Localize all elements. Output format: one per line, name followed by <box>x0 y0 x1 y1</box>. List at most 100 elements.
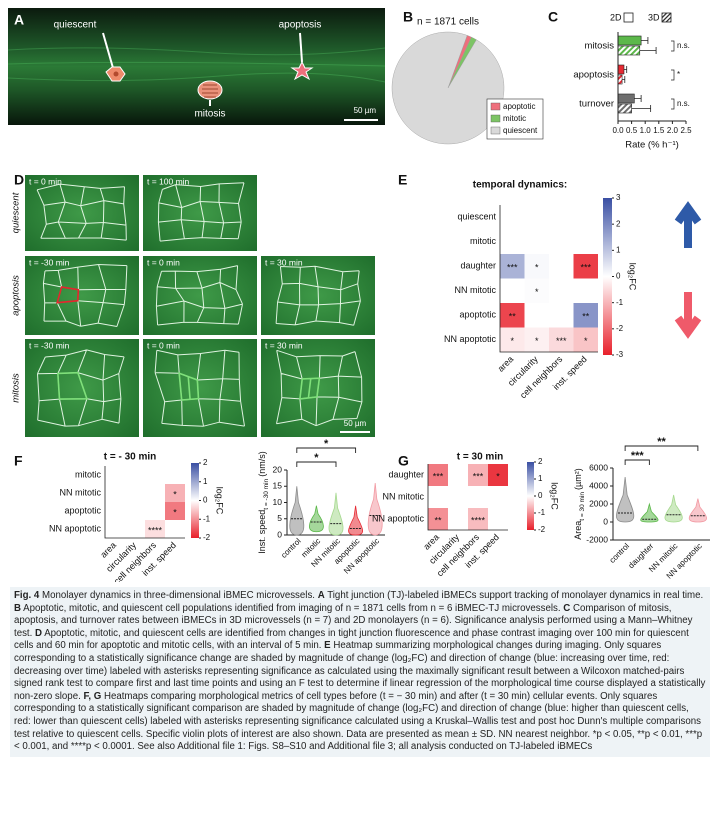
significance-label: ** <box>657 436 666 448</box>
bar <box>617 103 632 114</box>
violin <box>348 505 363 536</box>
x-tick-label: control <box>608 541 632 565</box>
heat-cell <box>145 520 165 538</box>
row-label: NN mitotic <box>382 491 424 501</box>
y-axis-label: Areat = 30 min (µm²) <box>573 468 585 539</box>
violin <box>664 494 683 523</box>
row-label: NN apoptotic <box>372 513 425 523</box>
mitotic-cell-outline <box>299 377 321 400</box>
significance-bracket <box>671 40 675 52</box>
legend-swatch <box>490 114 501 123</box>
bar <box>617 45 641 56</box>
legend-label: apoptotic <box>503 102 535 111</box>
y-axis-label-sub: t = 30 min <box>579 492 586 521</box>
significance-label: * <box>535 263 539 273</box>
error-bar <box>634 95 642 102</box>
heat-cell <box>428 508 448 530</box>
row-label: mitosis <box>11 373 22 403</box>
colorbar-tick-label: 0 <box>616 272 621 281</box>
cell-junctions <box>155 265 243 326</box>
row-label: apoptotic <box>64 505 101 515</box>
pointer-line <box>299 32 303 63</box>
category-label: turnover <box>579 99 614 110</box>
scale-bar-label: 50 µm <box>354 106 377 115</box>
pointer-line <box>102 32 114 69</box>
significance-label: * <box>173 489 177 499</box>
y-axis-label: Inst. speedt = -30 min(nm/s) <box>257 451 269 553</box>
row-label: apoptotic <box>459 310 496 320</box>
significance-label: **** <box>148 525 163 535</box>
violin <box>289 486 305 536</box>
colorbar-label: log₂FC <box>628 263 638 291</box>
row-label: mitotic <box>75 469 102 479</box>
y-axis-label-unit: (nm/s) <box>257 451 267 477</box>
caption-text: Tight junction (TJ)-labeled iBMECs suppo… <box>327 590 704 601</box>
column-label: area <box>496 354 516 374</box>
significance-label: ** <box>582 312 590 322</box>
microscopy-tile <box>143 256 257 335</box>
chart-title: n = 1871 cells <box>417 17 479 28</box>
significance-label: * <box>173 507 177 517</box>
error-bar <box>623 66 628 73</box>
significance-label: *** <box>507 263 518 273</box>
colorbar-tick-label: 0 <box>203 496 208 505</box>
heat-cell <box>549 327 574 352</box>
significance-bracket <box>671 98 675 110</box>
significance-label: n.s. <box>677 99 690 108</box>
significance-label: * <box>677 70 680 79</box>
significance-label: *** <box>631 450 645 462</box>
colorbar-tick-label: -1 <box>203 514 211 523</box>
heatmap-frame <box>427 464 508 531</box>
image-panel-a: 50 µm quiescent apoptosis mitosis <box>7 8 386 125</box>
significance-label: * <box>584 336 588 346</box>
time-label: t = 0 min <box>147 257 180 267</box>
significance-label: * <box>510 336 514 346</box>
caption-text: Comparison of mitosis, apoptosis, and tu… <box>14 602 693 639</box>
significance-bracket <box>296 461 337 467</box>
legend-label: quiescent <box>503 126 538 135</box>
heat-cell <box>524 327 549 352</box>
y-tick-label: 2000 <box>589 498 608 508</box>
caption-text: Apoptotic, mitotic, and quiescent cell p… <box>23 602 561 614</box>
bar <box>617 74 623 85</box>
legend-swatch <box>490 126 501 135</box>
figure-caption: Fig. 4 Monolayer dynamics in three-dimen… <box>10 587 710 757</box>
category-label: apoptosis <box>573 70 614 81</box>
time-label: t = 30 min <box>265 340 303 350</box>
legend-swatch <box>490 102 501 111</box>
heat-cell <box>165 484 185 502</box>
row-label: apoptosis <box>11 275 22 316</box>
error-bar <box>639 47 657 54</box>
bar <box>617 93 635 104</box>
x-tick-label: control <box>279 536 303 560</box>
colorbar-tick-label: 3 <box>616 193 621 202</box>
colorbar-tick-label: 1 <box>203 477 208 486</box>
chart-title: t = 30 min <box>457 452 503 463</box>
legend-swatch <box>661 12 672 23</box>
y-tick-label: 10 <box>273 497 283 507</box>
caption-label: D <box>35 627 43 639</box>
significance-label: n.s. <box>677 41 690 50</box>
colorbar-tick-label: -1 <box>538 508 546 517</box>
significance-label: **** <box>471 515 486 525</box>
cell-label: quiescent <box>54 20 97 31</box>
chart-title: t = - 30 min <box>104 452 157 463</box>
significance-label: * <box>496 471 500 481</box>
significance-bracket <box>624 459 650 465</box>
colorbar <box>527 462 534 530</box>
y-tick-label: 0 <box>277 529 282 539</box>
microscopy-tile <box>25 256 139 335</box>
heat-cell <box>524 254 549 279</box>
heat-cell <box>488 464 508 486</box>
heatmap-frame <box>104 466 185 539</box>
row-label: quiescent <box>11 192 22 233</box>
heat-cell <box>500 303 525 328</box>
panel-label: A <box>14 12 24 28</box>
row-label: quiescent <box>457 212 496 222</box>
significance-label: * <box>535 287 539 297</box>
heat-cell <box>468 508 488 530</box>
cell-junctions <box>36 183 127 241</box>
apoptotic-cell-outline <box>56 286 80 304</box>
colorbar <box>603 198 612 355</box>
x-tick-label: 1.0 <box>640 126 652 135</box>
